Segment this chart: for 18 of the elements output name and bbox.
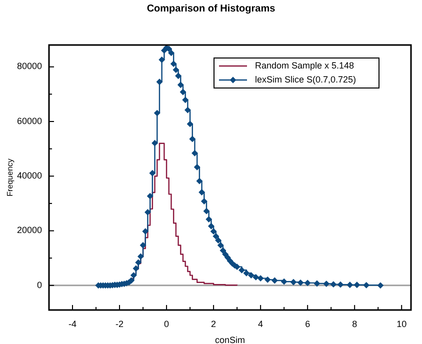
y-tick-label: 60000 bbox=[16, 116, 42, 126]
y-tick-label: 20000 bbox=[16, 225, 42, 236]
legend-label: lexSim Slice S(0.7,0.725) bbox=[255, 74, 356, 84]
y-axis-title: Frequency bbox=[6, 158, 15, 196]
x-tick-label: 2 bbox=[211, 319, 216, 329]
x-tick-label: 8 bbox=[352, 319, 358, 329]
x-tick-label: 10 bbox=[396, 319, 407, 329]
x-tick-label: 4 bbox=[258, 319, 264, 329]
x-tick-label: 0 bbox=[164, 319, 170, 329]
x-tick-label: -4 bbox=[68, 319, 77, 329]
y-tick-label: 0 bbox=[36, 280, 42, 290]
x-tick-label: 6 bbox=[305, 319, 310, 329]
x-tick-label: -2 bbox=[116, 319, 124, 329]
chart-title: Comparison of Histograms bbox=[146, 3, 276, 14]
x-axis-title: conSim bbox=[214, 335, 246, 344]
y-tick-label: 40000 bbox=[16, 170, 42, 181]
y-tick-label: 80000 bbox=[16, 61, 42, 72]
legend-label: Random Sample x 5.148 bbox=[255, 60, 354, 70]
